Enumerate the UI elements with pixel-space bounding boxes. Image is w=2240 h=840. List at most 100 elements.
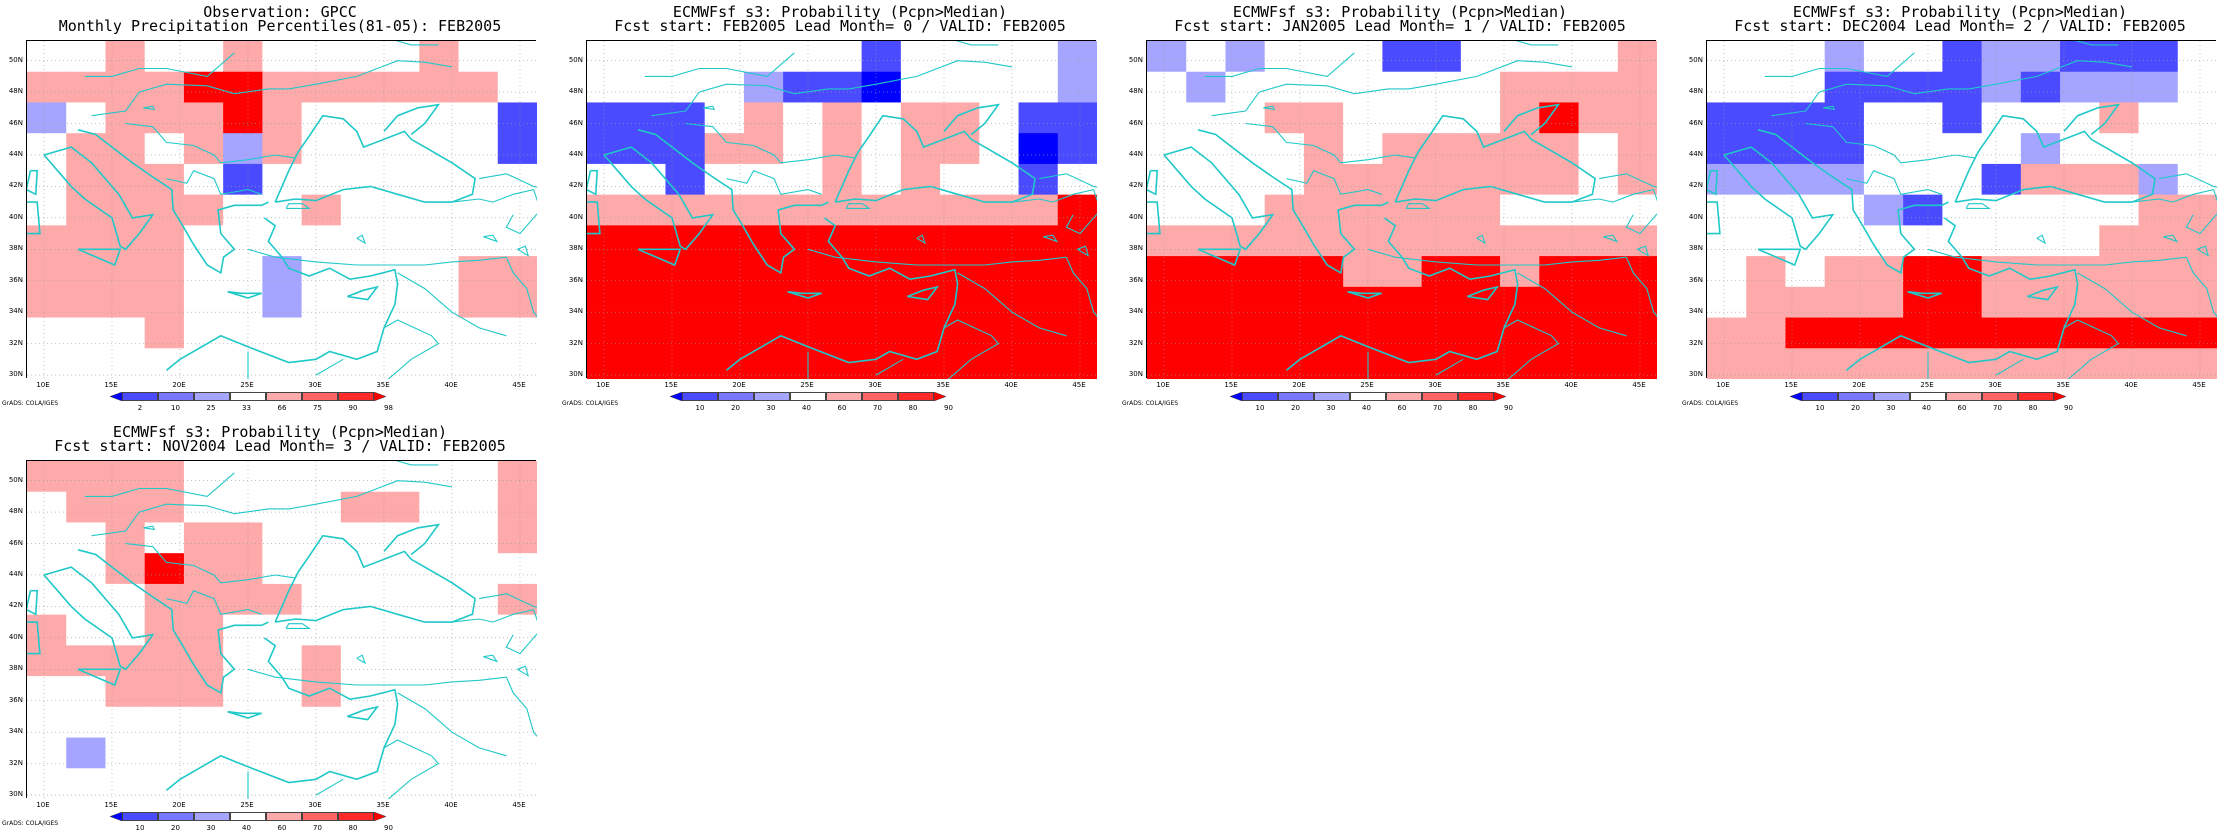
grid-cell [1785,133,1826,165]
country-border [1435,358,1464,376]
country-border [395,461,439,466]
colorbar-arrow-left [110,392,122,401]
coastline [1147,169,1159,196]
colorbar-segment [158,812,194,821]
grid-cell [419,41,460,73]
grid-cell [665,194,706,226]
grid-cell [183,194,224,226]
grid-cell [1746,225,1786,257]
panel-title-line2: Fcst start: FEB2005 Lead Month= 0 / VALI… [614,17,1066,35]
grid-cell [940,348,980,379]
colorbar-label: 70 [313,824,322,832]
grid-cell [2020,71,2061,103]
grid-cell [704,348,745,379]
grid-cell [1460,256,1501,288]
grid-cell [105,286,146,319]
grid-cell [1500,225,1540,257]
lake-outline [285,623,311,629]
grid-cell [979,163,1020,196]
coastline [587,201,601,235]
grid-cell [223,348,263,379]
colorbar-label: 20 [1851,404,1860,412]
coastline [637,129,829,275]
grid-cell [380,163,420,196]
grid-cell [1539,102,1580,134]
grid-cell [419,225,460,257]
lake-outline [517,245,530,257]
coastline [1147,201,1161,235]
lake-outline [1823,105,1836,111]
grid-cell [497,41,537,73]
grid-cell [144,553,185,585]
grid-cell [301,491,342,523]
grid-cell [1264,286,1305,319]
grid-cell [1018,286,1059,319]
grid-cell [2060,71,2100,103]
grid-cell [979,256,1020,288]
country-border [1211,60,1573,117]
grid-cell [743,102,784,134]
latitude-label: 34N [1128,307,1143,316]
grid-cell [1785,194,1826,226]
grid-cell [458,41,499,73]
lake-outline [143,105,156,111]
grid-cell [1382,163,1423,196]
grid-cell [940,194,980,226]
longitude-label: 35E [2056,381,2070,389]
grid-cell [1824,256,1865,288]
grid-cell [626,256,666,288]
country-border [247,248,507,266]
latitude-label: 30N [8,370,23,379]
latitude-label: 48N [8,507,23,516]
grid-cell [1707,286,1747,319]
grid-cell [979,41,1020,73]
grid-cell [1981,225,2022,257]
grid-cell [2177,256,2217,288]
grid-cell [144,225,185,257]
grid-cell [1746,317,1786,349]
longitude-label: 10E [36,801,50,809]
coastline [227,290,262,299]
grid-cell [2138,41,2179,73]
grid-cell [105,614,146,646]
latitude-label: 30N [1688,370,1703,379]
grid-cell [458,71,499,103]
grid-cell [27,645,67,677]
country-border [1771,60,2133,117]
colorbar-label: 80 [2028,404,2038,412]
grid-cell [1225,317,1266,349]
longitude-label: 40E [444,381,458,389]
coastline [77,549,269,695]
country-border [2185,256,2217,317]
coastline [383,103,441,136]
grid-cell [1785,348,1826,379]
panel-title-line1: ECMWFsf s3: Probability (Pcpn>Median) [672,3,1008,21]
grid-cell [783,256,823,288]
colorbar-segment [1278,392,1314,401]
grid-cell [1617,102,1657,134]
grid-cell [1746,41,1786,73]
grid-cell [665,317,706,349]
country-border [807,248,1067,266]
longitude-label: 25E [1360,381,1374,389]
grid-cell [2060,163,2100,196]
lake-outline [356,234,367,245]
grid-cell [105,256,146,288]
grid-cell [743,163,784,196]
grid-cell [66,163,106,196]
grid-cell [2099,194,2140,226]
grid-cell [900,194,941,226]
panel-title-line2: Fcst start: NOV2004 Lead Month= 3 / VALI… [54,437,506,455]
grid-cell [979,225,1020,257]
coastline [725,217,959,372]
grid-cell [940,286,980,319]
grid-cell [1303,163,1344,196]
coastline [637,248,682,267]
grid-cell [1707,41,1747,73]
grid-cell [704,286,745,319]
grid-cell [223,522,263,554]
grid-cell [783,194,823,226]
longitude-label: 35E [936,381,950,389]
grid-cell [587,225,627,257]
grid-cell [262,163,303,196]
